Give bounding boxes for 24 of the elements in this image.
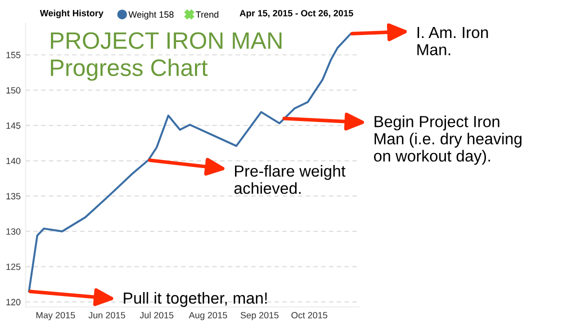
chart-subtitle: Apr 15, 2015 - Oct 26, 2015	[240, 10, 354, 18]
line-series	[28, 32, 352, 292]
annotation: Pre-flare weight achieved.	[234, 165, 346, 194]
y-tick-label: 130	[6, 228, 20, 235]
annotation: Begin Project Iron Man (i.e. dry heaving on workout day).	[374, 116, 522, 165]
x-tick-label: Sep 2015	[240, 312, 279, 320]
legend-label: Trend	[196, 11, 218, 18]
annotation: Pull it together, man!	[124, 292, 267, 307]
legend-label: Weight 158	[128, 11, 174, 20]
legend-title: Weight History	[40, 10, 104, 18]
y-tick-label: 140	[6, 158, 20, 164]
annotation: I. Am. Iron Man.	[417, 26, 488, 56]
y-tick-label: 125	[6, 264, 20, 270]
x-tick-label: Oct 2015	[291, 312, 328, 318]
x-tick-label: Aug 2015	[188, 312, 228, 320]
y-tick-label: 155	[6, 52, 20, 58]
y-tick-label: 135	[6, 193, 20, 200]
text: PROJECT IRON MAN Progress Chart	[50, 32, 282, 81]
y-tick-label: 150	[6, 87, 20, 94]
x-tick-label: Jul 2015	[140, 312, 174, 318]
y-tick-label: 120	[6, 298, 20, 306]
x-tick-label: May 2015	[36, 312, 75, 320]
y-tick-label: 145	[6, 122, 20, 129]
x-tick-label: Jun 2015	[88, 312, 126, 318]
